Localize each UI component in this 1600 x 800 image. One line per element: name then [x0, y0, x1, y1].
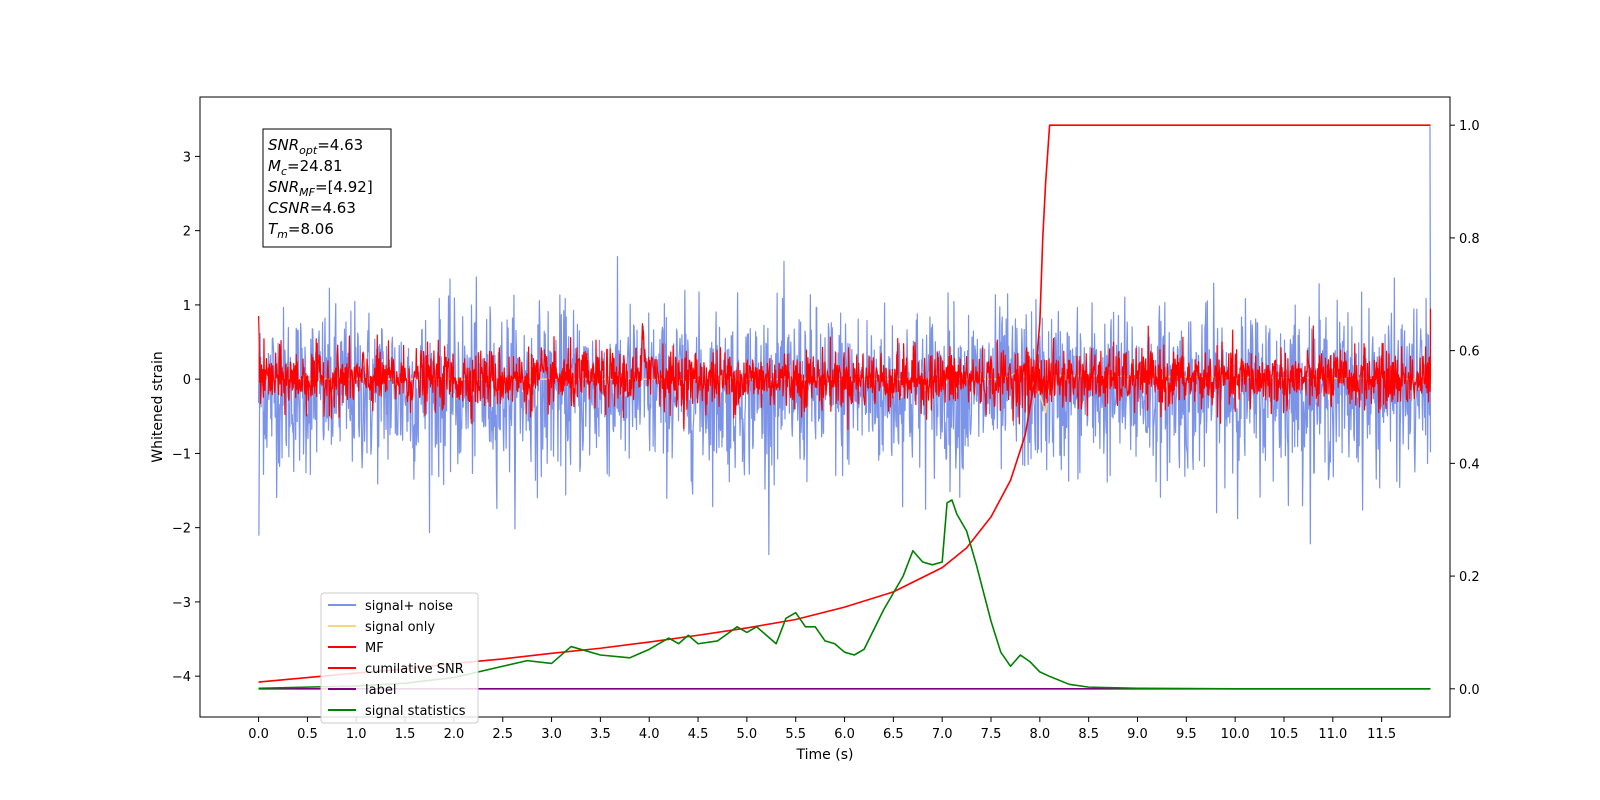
legend-label-signal-noise: signal+ noise [365, 599, 453, 614]
stats-line-t-m: Tm=8.06 [268, 220, 334, 241]
x-tick-label: 2.0 [444, 727, 465, 742]
series-line-mf [257, 308, 1432, 430]
y-axis-left: −4 −3 −2 −1 0 1 2 3 [172, 150, 200, 685]
legend-label-signal-only: signal only [365, 620, 435, 635]
stats-line-snr-mf: SNRMF=[4.92] [268, 178, 373, 199]
y-tick-label: 2 [183, 225, 191, 240]
x-tick-label: 2.5 [492, 727, 513, 742]
legend-label-mf: MF [365, 641, 384, 656]
y-axis-label: Whitened strain [150, 351, 166, 462]
stats-line-csnr-main: CSNR=4.63 [268, 199, 356, 217]
x-tick-label: 11.0 [1318, 727, 1347, 742]
legend-frame [320, 592, 479, 724]
y-tick-label: −3 [172, 596, 191, 611]
y2-tick-label: 1.0 [1459, 119, 1480, 134]
x-tick-label: 6.5 [883, 727, 904, 742]
x-tick-label: 0.0 [248, 727, 269, 742]
y-tick-label: 0 [183, 373, 191, 388]
x-tick-label: 1.0 [346, 727, 367, 742]
x-tick-label: 1.5 [395, 727, 416, 742]
x-tick-label: 4.0 [639, 727, 660, 742]
y2-tick-label: 0.6 [1459, 345, 1480, 360]
legend: signal+ noise signal only MF cumilative SNR… [320, 592, 479, 724]
legend-label-cumilative-snr: cumilative SNR [365, 662, 464, 677]
x-tick-label: 9.5 [1176, 727, 1197, 742]
x-tick-label: 10.5 [1270, 727, 1299, 742]
x-tick-label: 7.5 [981, 727, 1002, 742]
x-axis: 0.0 0.5 1.0 1.5 2.0 2.5 3.0 3.5 4.0 4.5 5.0 5.5 6.0 6… [248, 717, 1396, 742]
y-tick-label: −4 [172, 670, 191, 685]
y2-tick-label: 0.0 [1459, 683, 1480, 698]
y-tick-label: 1 [183, 299, 191, 314]
y-tick-label: −2 [172, 522, 191, 537]
y-tick-label: −1 [172, 447, 191, 462]
stats-line-m-c: Mc=24.81 [268, 157, 343, 178]
y-tick-label: 3 [183, 150, 191, 165]
stats-annotation-box: SNRopt=4.63Mc=24.81SNRMF=[4.92]CSNR=4.63… [262, 128, 392, 248]
x-tick-label: 0.5 [297, 727, 318, 742]
y2-tick-label: 0.2 [1459, 570, 1480, 585]
stats-line-snr-opt: SNRopt=4.63 [268, 136, 363, 157]
x-tick-label: 10.0 [1221, 727, 1250, 742]
y-axis-right: 0.0 0.2 0.4 0.6 0.8 1.0 [1450, 119, 1480, 698]
x-tick-label: 8.0 [1030, 727, 1051, 742]
x-tick-label: 11.5 [1367, 727, 1396, 742]
y2-tick-label: 0.4 [1459, 457, 1480, 472]
x-tick-label: 7.0 [932, 727, 953, 742]
x-tick-label: 6.0 [834, 727, 855, 742]
x-tick-label: 4.5 [688, 727, 709, 742]
axes-frame [199, 96, 1451, 718]
series-line-signal-statistics [258, 499, 1431, 690]
x-tick-label: 8.5 [1078, 727, 1099, 742]
x-tick-label: 5.0 [737, 727, 758, 742]
x-tick-label: 9.0 [1127, 727, 1148, 742]
legend-label-label: label [365, 683, 396, 698]
x-axis-label: Time (s) [796, 747, 854, 763]
legend-label-signal-statistics: signal statistics [365, 704, 466, 719]
y2-tick-label: 0.8 [1459, 232, 1480, 247]
x-tick-label: 3.0 [541, 727, 562, 742]
stats-box-frame [262, 128, 392, 248]
x-tick-label: 5.5 [785, 727, 806, 742]
x-tick-label: 3.5 [590, 727, 611, 742]
